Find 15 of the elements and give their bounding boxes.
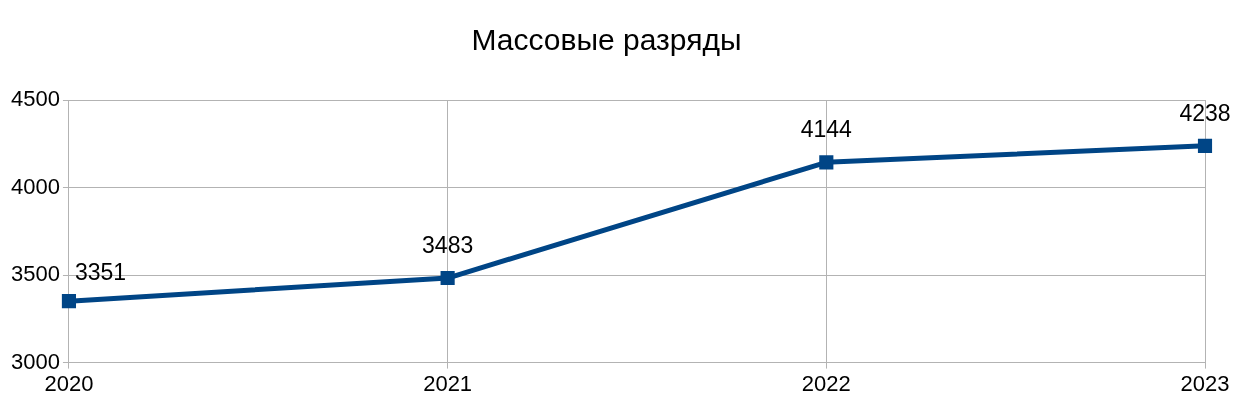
y-tick-label: 4000	[10, 173, 60, 199]
chart-title: Массовые разряды	[471, 23, 742, 57]
data-label: 3483	[422, 231, 474, 258]
x-tick-label: 2021	[423, 370, 473, 396]
data-label: 3351	[74, 259, 127, 285]
point	[1197, 138, 1213, 153]
data-label: 4238	[1179, 99, 1231, 126]
data-label: 4144	[800, 116, 853, 143]
point	[819, 155, 834, 170]
point	[440, 270, 455, 286]
x-tick-label: 2022	[801, 370, 851, 396]
y-tick-label: 4500	[10, 86, 60, 112]
point	[61, 294, 77, 309]
x-tick-label: 2023	[1180, 370, 1230, 396]
y-tick-label: 3500	[10, 261, 60, 287]
